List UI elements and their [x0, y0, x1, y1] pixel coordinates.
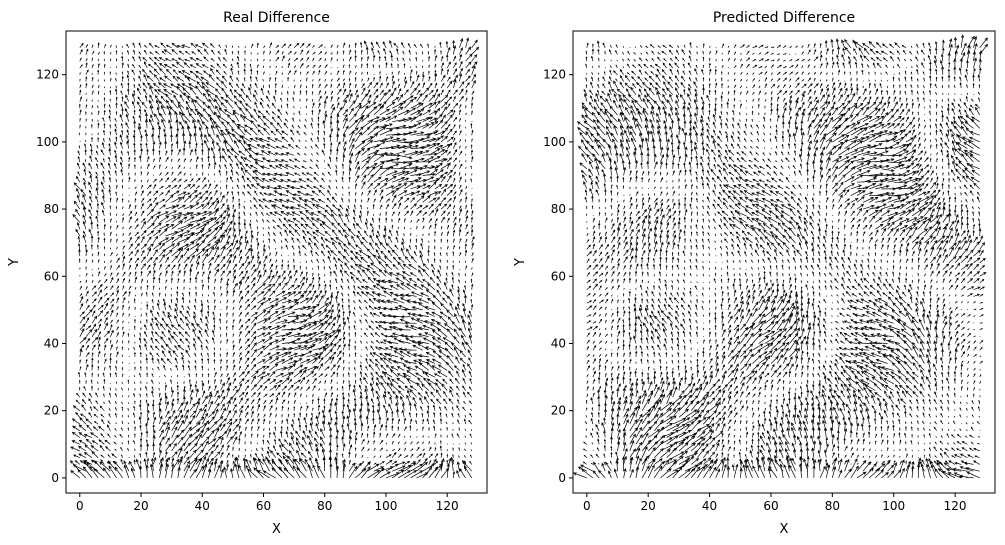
x-tick-label: 80: [825, 499, 840, 513]
y-axis-label: Y: [513, 258, 528, 267]
chart-title: Real Difference: [223, 10, 330, 26]
x-tick-label: 60: [256, 499, 271, 513]
x-axis-label: X: [272, 522, 281, 537]
x-axis-ticks: 0 20 40 60 80 100 120: [583, 493, 967, 513]
quiver-field: [574, 35, 988, 478]
y-tick-label: 80: [551, 202, 566, 216]
y-tick-label: 120: [543, 68, 566, 82]
x-tick-label: 40: [702, 499, 717, 513]
y-tick-label: 40: [551, 336, 566, 350]
y-tick-label: 80: [44, 202, 59, 216]
x-tick-label: 120: [436, 499, 459, 513]
chart-real-difference: Real Difference 0 20 40 60 80 100 120 0 20 40 60 8…: [7, 10, 487, 537]
y-tick-label: 60: [551, 269, 566, 283]
x-tick-label: 20: [641, 499, 656, 513]
x-tick-label: 80: [317, 499, 332, 513]
y-tick-label: 20: [44, 404, 59, 418]
quiver-arrows: [71, 38, 479, 478]
x-tick-label: 0: [583, 499, 591, 513]
y-tick-label: 60: [44, 269, 59, 283]
y-tick-label: 120: [36, 68, 59, 82]
y-axis-ticks: 0 20 40 60 80 100 120: [543, 68, 573, 485]
chart-title: Predicted Difference: [713, 10, 855, 26]
y-axis-ticks: 0 20 40 60 80 100 120: [36, 68, 66, 485]
x-axis-label: X: [780, 522, 789, 537]
x-tick-label: 100: [375, 499, 398, 513]
y-tick-label: 0: [558, 471, 566, 485]
y-tick-label: 100: [36, 135, 59, 149]
y-tick-label: 0: [51, 471, 59, 485]
y-tick-label: 40: [44, 336, 59, 350]
x-tick-label: 40: [195, 499, 210, 513]
x-tick-label: 60: [763, 499, 778, 513]
y-axis-label: Y: [7, 258, 22, 267]
x-axis-ticks: 0 20 40 60 80 100 120: [76, 493, 459, 513]
y-tick-label: 20: [551, 404, 566, 418]
x-tick-label: 0: [76, 499, 84, 513]
y-tick-label: 100: [543, 135, 566, 149]
x-tick-label: 20: [133, 499, 148, 513]
x-tick-label: 100: [882, 499, 905, 513]
chart-predicted-difference: Predicted Difference 0 20 40 60 80 100 120 0 20…: [513, 10, 995, 537]
x-tick-label: 120: [944, 499, 967, 513]
quiver-arrows: [574, 35, 988, 478]
quiver-field: [71, 38, 479, 478]
